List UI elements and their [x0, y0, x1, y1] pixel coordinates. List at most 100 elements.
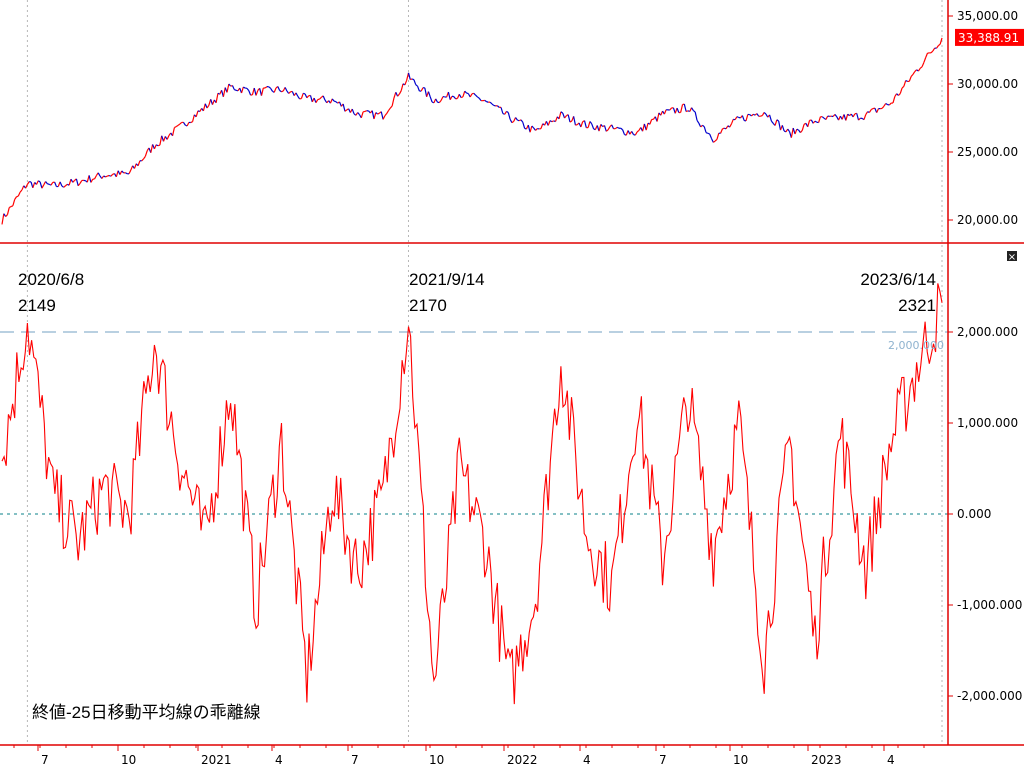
price-segment [523, 122, 525, 128]
price-segment [857, 113, 859, 120]
price-segment [178, 124, 180, 125]
price-segment [229, 84, 231, 86]
price-segment [13, 199, 15, 205]
price-segment [73, 180, 75, 182]
price-segment [559, 112, 561, 119]
price-segment [428, 92, 430, 97]
price-segment [196, 111, 198, 117]
price-segment [770, 115, 772, 121]
price-segment [922, 63, 924, 67]
price-segment [913, 72, 915, 75]
price-segment [249, 91, 251, 96]
price-segment [681, 105, 683, 113]
price-segment [36, 181, 38, 185]
price-segment [144, 156, 146, 159]
price-segment [265, 87, 267, 88]
price-segment [107, 176, 109, 177]
price-segment [102, 176, 104, 179]
price-segment [385, 114, 387, 116]
price-segment [173, 128, 175, 136]
price-segment [98, 173, 100, 176]
price-segment [9, 207, 11, 208]
annotation-value: 2170 [409, 296, 447, 315]
x-tick-label: 2023 [811, 753, 842, 767]
price-segment [536, 129, 538, 131]
price-segment [588, 121, 590, 127]
price-segment [6, 215, 8, 217]
price-segment [933, 48, 935, 51]
x-tick-label: 7 [659, 753, 667, 767]
price-segment [66, 184, 68, 185]
price-segment [261, 88, 263, 96]
price-segment [378, 113, 380, 114]
price-segment [846, 114, 848, 120]
price-segment [555, 117, 557, 122]
price-segment [590, 121, 592, 123]
price-segment [706, 133, 708, 134]
price-segment [795, 129, 797, 134]
price-segment [410, 79, 412, 80]
close-icon-glyph: × [1008, 252, 1016, 263]
price-segment [33, 182, 35, 187]
price-segment [485, 100, 487, 101]
price-segment [104, 176, 106, 177]
price-segment [340, 102, 342, 106]
price-segment [693, 111, 695, 112]
price-segment [180, 122, 182, 124]
price-segment [46, 181, 48, 183]
price-segment [301, 93, 303, 98]
price-segment [815, 121, 817, 122]
price-segment [664, 110, 666, 114]
price-segment [405, 80, 407, 85]
price-segment [813, 121, 815, 123]
price-segment [777, 120, 779, 121]
price-segment [889, 103, 891, 105]
price-segment [731, 119, 733, 123]
price-segment [802, 124, 804, 130]
price-segment [223, 88, 225, 97]
price-segment [623, 130, 625, 135]
x-tick-label: 2021 [201, 753, 232, 767]
price-tick-label: 30,000.00 [957, 77, 1018, 91]
price-segment [808, 120, 810, 126]
price-segment [915, 70, 917, 72]
price-segment [465, 91, 467, 93]
price-segment [47, 184, 49, 185]
price-segment [692, 108, 694, 111]
price-segment [737, 117, 739, 118]
annotation-value: 2321 [898, 296, 936, 315]
price-segment [742, 116, 744, 121]
price-segment [701, 125, 703, 127]
price-segment [746, 114, 748, 120]
price-segment [869, 110, 871, 113]
price-segment [717, 133, 719, 139]
price-segment [474, 93, 476, 95]
price-segment [332, 99, 334, 101]
price-segment [38, 181, 40, 182]
price-segment [129, 170, 131, 174]
x-tick-label: 10 [429, 753, 444, 767]
annotation-value: 2149 [18, 296, 56, 315]
price-segment [904, 81, 906, 87]
price-segment [15, 197, 17, 200]
price-segment [617, 127, 619, 128]
price-segment [791, 128, 793, 138]
price-segment [512, 121, 514, 122]
price-segment [203, 104, 205, 111]
price-segment [232, 86, 234, 90]
price-segment [938, 44, 940, 45]
price-segment [819, 117, 821, 123]
price-segment [750, 115, 752, 116]
price-segment [612, 125, 614, 129]
price-segment [779, 121, 781, 130]
price-segment [27, 182, 29, 185]
price-segment [91, 179, 93, 182]
price-segment [704, 127, 706, 133]
price-segment [376, 113, 378, 115]
price-segment [492, 104, 494, 106]
price-segment [886, 103, 888, 104]
price-segment [574, 116, 576, 125]
price-segment [911, 74, 913, 76]
price-segment [145, 151, 147, 157]
price-segment [563, 113, 565, 118]
